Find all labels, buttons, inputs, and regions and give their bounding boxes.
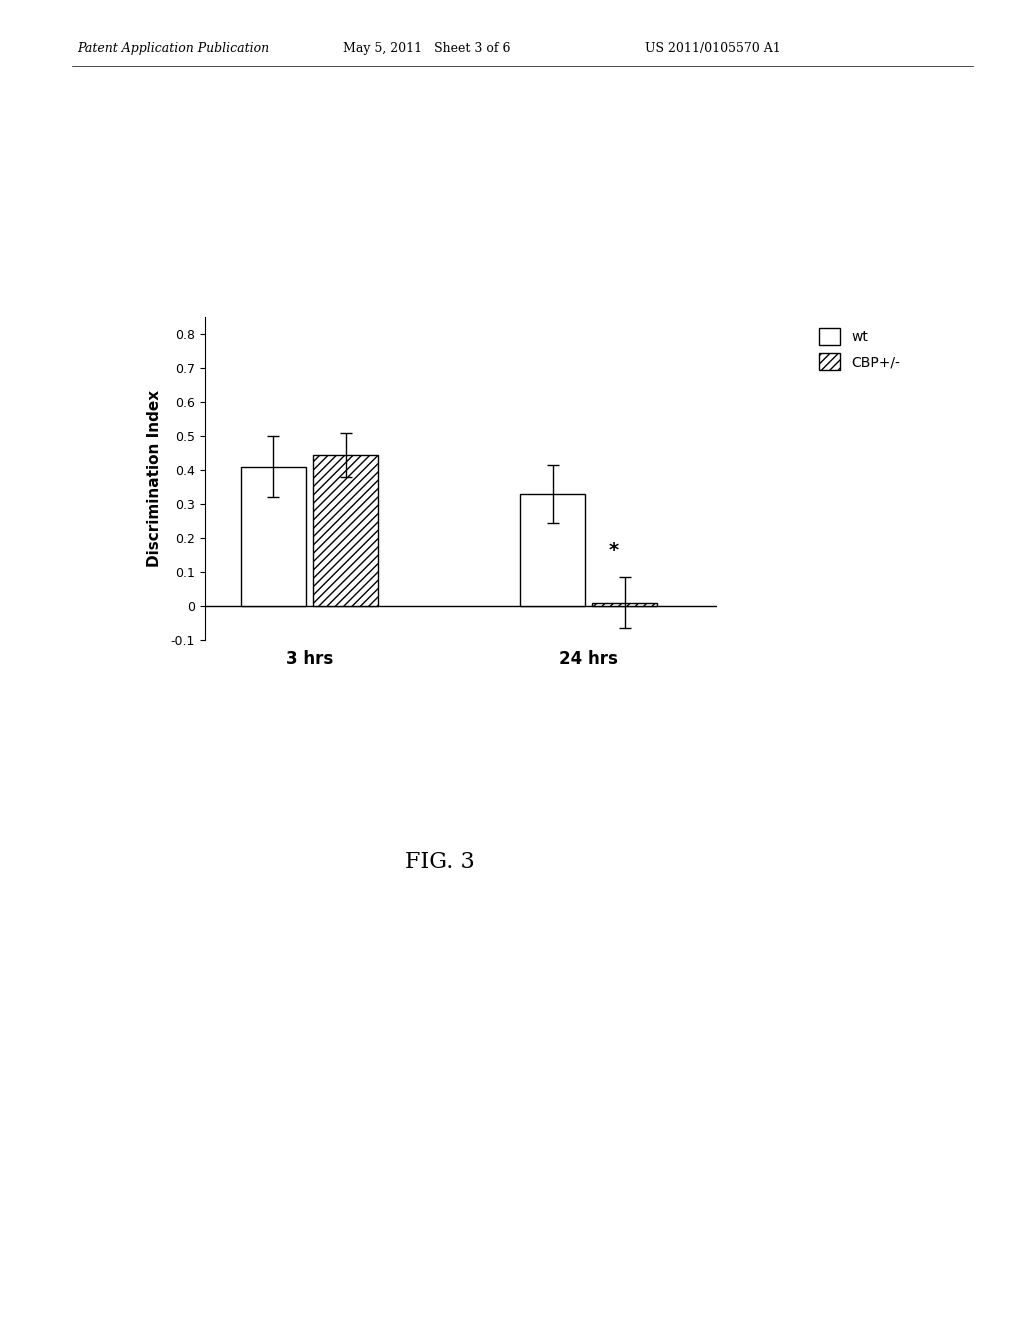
Text: May 5, 2011   Sheet 3 of 6: May 5, 2011 Sheet 3 of 6: [343, 42, 511, 55]
Bar: [313, 454, 378, 606]
Bar: [520, 494, 586, 606]
Text: US 2011/0105570 A1: US 2011/0105570 A1: [645, 42, 781, 55]
Text: Patent Application Publication: Patent Application Publication: [77, 42, 269, 55]
Text: *: *: [608, 541, 618, 560]
Y-axis label: Discrimination Index: Discrimination Index: [147, 389, 163, 568]
Bar: [592, 603, 657, 606]
Text: FIG. 3: FIG. 3: [406, 851, 475, 874]
Bar: [241, 466, 306, 606]
Legend: wt, CBP+/-: wt, CBP+/-: [815, 323, 904, 375]
